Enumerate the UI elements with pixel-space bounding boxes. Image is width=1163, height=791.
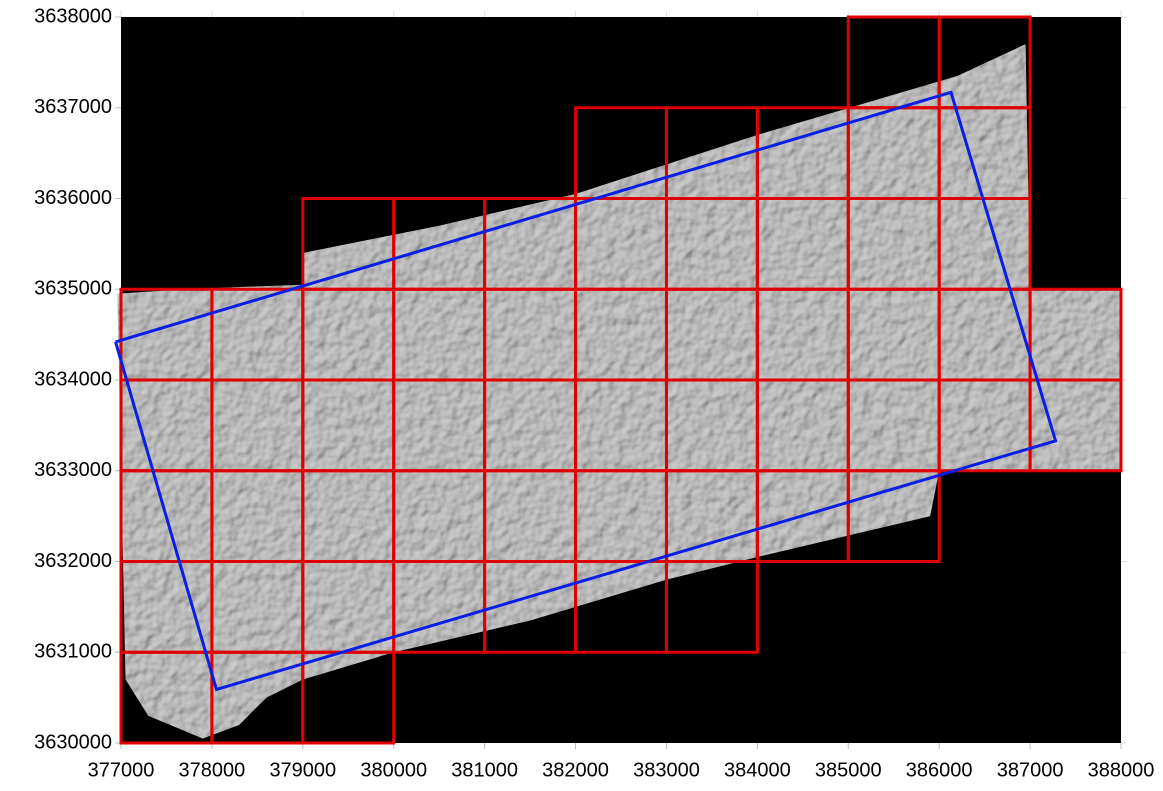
x-tick-label: 378000 xyxy=(179,759,246,781)
x-tick-label: 380000 xyxy=(360,759,427,781)
x-tick-label: 379000 xyxy=(269,759,336,781)
y-tick-label: 3636000 xyxy=(34,187,112,209)
x-tick-label: 385000 xyxy=(815,759,882,781)
y-tick-label: 3638000 xyxy=(34,5,112,27)
y-tick-label: 3633000 xyxy=(34,459,112,481)
y-tick-label: 3630000 xyxy=(34,731,112,753)
map: 377000 378000 379000 380000 381000 382000 3830… xyxy=(0,0,1163,786)
x-tick-label: 377000 xyxy=(88,759,155,781)
x-tick-label: 387000 xyxy=(997,759,1064,781)
y-tick-label: 3637000 xyxy=(34,96,112,118)
x-tick-label: 388000 xyxy=(1088,759,1155,781)
x-tick-label: 382000 xyxy=(542,759,609,781)
x-tick-label: 384000 xyxy=(724,759,791,781)
x-tick-label: 383000 xyxy=(633,759,700,781)
y-tick-label: 3634000 xyxy=(34,368,112,390)
y-tick-label: 3632000 xyxy=(34,550,112,572)
y-tick-label: 3635000 xyxy=(34,278,112,300)
x-tick-label: 381000 xyxy=(451,759,518,781)
x-tick-label: 386000 xyxy=(906,759,973,781)
y-tick-label: 3631000 xyxy=(34,641,112,663)
